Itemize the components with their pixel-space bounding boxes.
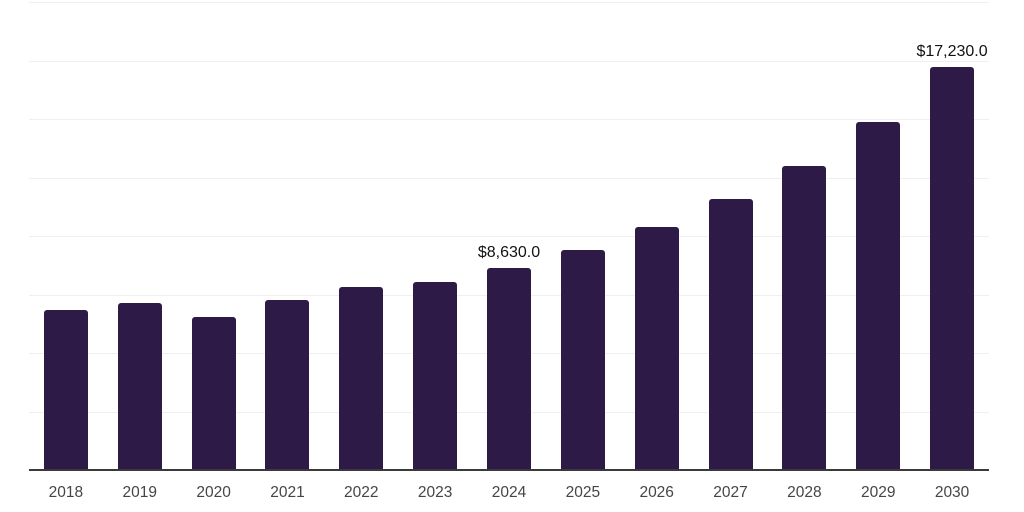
x-axis-line xyxy=(29,469,989,471)
x-tick-2028: 2028 xyxy=(787,484,822,501)
x-tick-2025: 2025 xyxy=(565,484,601,501)
gridline-10000 xyxy=(29,236,989,237)
bar-2024 xyxy=(487,268,531,470)
x-tick-2023: 2023 xyxy=(417,484,453,501)
x-tick-2022: 2022 xyxy=(344,484,379,501)
bar-2026 xyxy=(634,227,679,470)
x-tick-2021: 2021 xyxy=(270,484,305,501)
gridline-20000 xyxy=(29,2,989,3)
x-tick-2020: 2020 xyxy=(196,484,231,501)
bar-2027 xyxy=(708,198,753,470)
x-tick-2024: 2024 xyxy=(491,484,527,501)
bar-2025 xyxy=(560,250,605,470)
bar-2029 xyxy=(856,122,901,470)
bar-2028 xyxy=(782,165,827,470)
x-tick-2027: 2027 xyxy=(713,484,748,501)
gridline-17500 xyxy=(29,60,989,62)
x-tick-2026: 2026 xyxy=(639,484,674,501)
bar-2021 xyxy=(265,299,310,470)
bar-2018 xyxy=(43,309,88,470)
gridline-12500 xyxy=(29,177,989,179)
x-tick-2029: 2029 xyxy=(860,484,896,501)
bar-2030 xyxy=(930,66,975,470)
bar-2022 xyxy=(339,287,384,470)
bar-2023 xyxy=(413,281,458,470)
x-tick-2030: 2030 xyxy=(934,484,970,501)
x-tick-2019: 2019 xyxy=(122,484,158,501)
value-label-2030: $17,230.0 xyxy=(916,42,988,60)
bar-2019 xyxy=(117,302,162,470)
gridline-15000 xyxy=(29,119,989,120)
bar-2020 xyxy=(191,316,236,470)
value-label-2024: $8,630.0 xyxy=(477,244,541,262)
x-tick-2018: 2018 xyxy=(48,484,84,501)
